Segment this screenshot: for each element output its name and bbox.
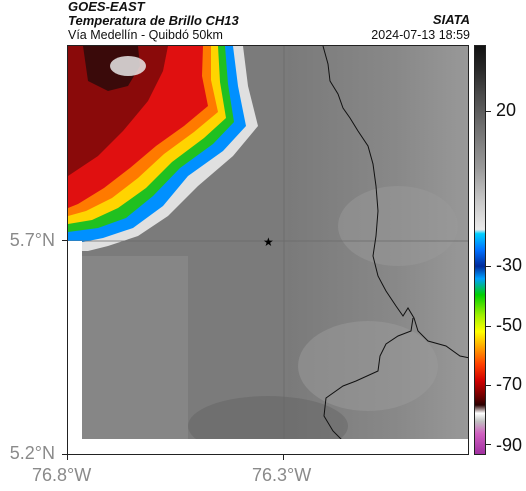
map-bottom-margin: [68, 439, 468, 454]
title-product: Temperatura de Brillo CH13: [68, 13, 239, 28]
cbar-tick--30: [486, 266, 491, 267]
timestamp-label: 2024-07-13 18:59: [371, 28, 470, 42]
boundary-line: [322, 46, 468, 359]
subtitle-route: Vía Medellín - Quibdó 50km: [68, 28, 223, 42]
lon-tick-76.8: 76.8°W: [32, 465, 92, 485]
map-graphic: ★: [68, 46, 468, 454]
title-satellite: GOES-EAST: [68, 0, 145, 14]
cbar-tick--90: [486, 444, 491, 445]
lon-tickmark-76.8: [67, 455, 68, 460]
cloud-top-white: [110, 56, 146, 76]
location-marker[interactable]: ★: [263, 235, 274, 249]
lat-tick-5.2: 5.2°N: [9, 443, 55, 463]
brand-label: SIATA: [432, 12, 470, 27]
cloud-southeast: [298, 321, 438, 411]
gray-southwest: [68, 256, 188, 454]
cloud-east: [338, 186, 458, 266]
cbar-tick--50: [486, 326, 491, 327]
boundary-line-south: [323, 317, 414, 454]
cbar-tick--70: [486, 385, 491, 386]
cbar-label--50: -50: [496, 315, 523, 335]
cbar-label--90: -90: [496, 435, 523, 455]
colorbar: [474, 45, 486, 455]
cbar-label--30: -30: [496, 255, 523, 275]
lat-tick-5.7: 5.7°N: [9, 230, 55, 250]
lat-tickmark-5.7: [62, 240, 67, 241]
cbar-tick-20: [486, 111, 491, 112]
cbar-label--70: -70: [496, 374, 523, 394]
satellite-map[interactable]: ★: [67, 45, 469, 455]
map-left-margin: [68, 241, 82, 454]
lat-tickmark-5.2: [62, 454, 67, 455]
lon-tick-76.3: 76.3°W: [252, 465, 312, 485]
lon-tickmark-76.3: [283, 455, 284, 460]
cbar-label-20: 20: [496, 100, 517, 120]
